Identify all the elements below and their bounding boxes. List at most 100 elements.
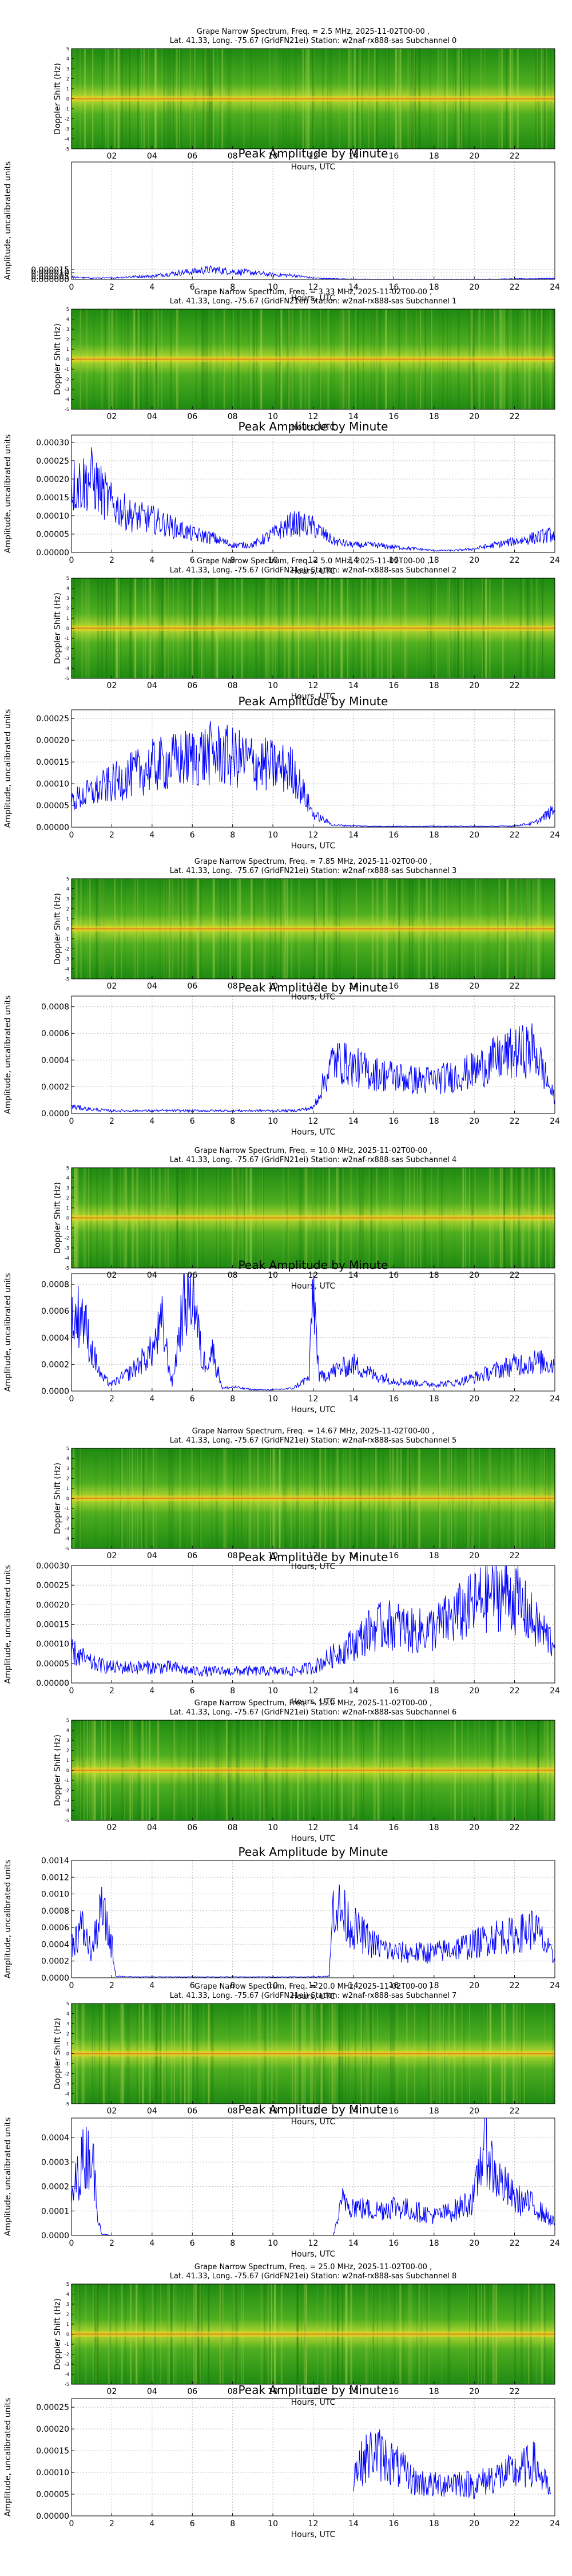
spectrogram-title-line1: Grape Narrow Spectrum, Freq. = 15.0 MHz,… [194, 1699, 432, 1708]
spectrogram-y-tick-label: 3 [66, 327, 69, 332]
spectrogram-y-tick-label: 2 [66, 907, 69, 912]
amplitude-xlabel: Hours, UTC [291, 841, 336, 851]
spectrogram-x-tick-label: 02 [107, 1271, 117, 1280]
amplitude-x-tick-label: 0 [69, 831, 74, 840]
spectrogram-title-line1: Grape Narrow Spectrum, Freq. = 3.33 MHz,… [194, 288, 432, 297]
amplitude-y-tick-label: 0.00010 [36, 1640, 69, 1649]
spectrogram-x-tick-label: 22 [510, 681, 520, 690]
spectrogram-y-tick-label: 3 [66, 2302, 69, 2307]
spectrogram-y-tick-label: 4 [66, 1176, 69, 1181]
amplitude-y-tick-label: 0.0012 [41, 1873, 69, 1882]
amplitude-x-tick-label: 16 [388, 1394, 399, 1404]
spectrogram-title-line1: Grape Narrow Spectrum, Freq. = 10.0 MHz,… [194, 1147, 432, 1155]
amplitude-x-tick-label: 0 [69, 1394, 74, 1404]
amplitude-x-tick-label: 24 [550, 1394, 560, 1404]
amplitude-title: Peak Amplitude by Minute [239, 2383, 388, 2397]
amplitude-y-tick-label: 0.0006 [41, 1307, 69, 1316]
spectrogram-y-tick-label: 5 [66, 2282, 69, 2287]
amplitude-y-tick-label: 0.00000 [36, 2512, 69, 2521]
spectrogram-x-tick-label: 04 [147, 982, 157, 991]
spectrogram-x-tick-label: 02 [107, 982, 117, 991]
spectrogram-x-tick-label: 14 [348, 1551, 359, 1560]
amplitude-x-tick-label: 4 [149, 1117, 154, 1126]
spectrogram-y-tick-label: -3 [65, 1246, 69, 1251]
amplitude-y-tick-label: 0.0000 [41, 1109, 69, 1119]
spectrogram-x-tick-label: 04 [147, 2107, 157, 2116]
spectrogram-x-tick-label: 02 [107, 2387, 117, 2396]
spectrogram-y-tick-label: -5 [65, 676, 69, 681]
amplitude-y-tick-label: 0.00000 [36, 1679, 69, 1688]
spectrogram-y-tick-label: -5 [65, 1266, 69, 1271]
amplitude-x-tick-label: 20 [469, 1686, 479, 1696]
spectrogram-y-tick-label: 1 [66, 1206, 69, 1211]
amplitude-xlabel: Hours, UTC [291, 567, 336, 576]
spectrogram-y-tick-label: 5 [66, 2001, 69, 2006]
amplitude-x-tick-label: 6 [190, 831, 195, 840]
spectrogram-x-tick-label: 10 [268, 1271, 278, 1280]
spectrogram-x-tick-label: 12 [308, 1551, 319, 1560]
spectrogram-x-tick-label: 06 [187, 152, 197, 161]
spectrogram-x-tick-label: 16 [388, 982, 399, 991]
amplitude-x-tick-label: 20 [469, 831, 479, 840]
amplitude-x-tick-label: 12 [308, 556, 319, 565]
spectrogram-x-tick-label: 10 [268, 982, 278, 991]
spectrogram-y-tick-label: 2 [66, 337, 69, 342]
amplitude-x-tick-label: 2 [109, 1394, 114, 1404]
spectrogram-y-tick-label: 1 [66, 1486, 69, 1491]
spectrogram-ylabel: Doppler Shift (Hz) [53, 2018, 62, 2089]
amplitude-x-tick-label: 16 [388, 1686, 399, 1696]
amplitude-x-tick-label: 18 [429, 1686, 439, 1696]
spectrogram-x-tick-label: 08 [228, 1551, 238, 1560]
spectrogram-y-tick-label: -4 [65, 2372, 69, 2377]
spectrogram-title-line2: Lat. 41.33, Long. -75.67 (GridFN21ei) St… [170, 37, 457, 45]
spectrogram-x-tick-label: 06 [187, 1823, 197, 1832]
spectrogram-y-tick-label: -4 [65, 666, 69, 671]
amplitude-y-tick-label: 0.00005 [36, 801, 69, 811]
spectrogram-x-tick-label: 18 [429, 152, 439, 161]
spectrogram-y-tick-label: -3 [65, 656, 69, 661]
spectrogram-y-tick-label: -5 [65, 977, 69, 982]
spectrogram-y-tick-label: -2 [65, 377, 69, 382]
amplitude-y-tick-label: 0.00010 [36, 780, 69, 789]
amplitude-x-tick-label: 20 [469, 283, 479, 292]
spectrogram-y-tick-label: -3 [65, 957, 69, 962]
spectrogram-x-tick-label: 22 [510, 1551, 520, 1560]
spectrogram-y-tick-label: 4 [66, 1728, 69, 1733]
amplitude-title: Peak Amplitude by Minute [239, 1550, 388, 1564]
amplitude-ylabel: Amplitude, uncalibrated units [3, 709, 13, 828]
amplitude-x-tick-label: 0 [69, 1117, 74, 1126]
spectrogram-x-tick-label: 20 [469, 1271, 479, 1280]
spectrogram-x-tick-label: 10 [268, 1551, 278, 1560]
amplitude-series-line [71, 1273, 555, 1391]
amplitude-x-tick-label: 4 [149, 1686, 154, 1696]
spectrogram-x-tick-label: 20 [469, 412, 479, 421]
spectrogram-y-tick-label: -1 [65, 2061, 69, 2067]
amplitude-y-tick-label: 0.00030 [36, 1562, 69, 1571]
spectrogram-x-tick-label: 20 [469, 982, 479, 991]
amplitude-xlabel: Hours, UTC [291, 1405, 336, 1415]
amplitude-y-tick-label: 0.0002 [41, 2183, 69, 2192]
spectrogram-y-tick-label: -1 [65, 367, 69, 372]
spectrogram-x-tick-label: 02 [107, 152, 117, 161]
amplitude-x-tick-label: 10 [268, 283, 278, 292]
amplitude-ylabel: Amplitude, uncalibrated units [3, 1273, 13, 1392]
spectrogram-x-tick-label: 04 [147, 1823, 157, 1832]
spectrogram-x-tick-label: 08 [228, 2387, 238, 2396]
amplitude-x-tick-label: 24 [550, 1686, 560, 1696]
amplitude-y-tick-label: 0.0002 [41, 1957, 69, 1966]
spectrogram-y-tick-label: -1 [65, 1506, 69, 1511]
amplitude-x-tick-label: 14 [348, 2519, 359, 2528]
spectrogram-x-tick-label: 04 [147, 412, 157, 421]
spectrogram-x-tick-label: 06 [187, 1271, 197, 1280]
amplitude-x-tick-label: 0 [69, 2239, 74, 2248]
amplitude-x-tick-label: 18 [429, 2519, 439, 2528]
spectrogram-x-tick-label: 14 [348, 1823, 359, 1832]
amplitude-x-tick-label: 22 [510, 1394, 520, 1404]
amplitude-x-tick-label: 10 [268, 2239, 278, 2248]
amplitude-x-tick-label: 20 [469, 1394, 479, 1404]
amplitude-xlabel: Hours, UTC [291, 2250, 336, 2259]
amplitude-x-tick-label: 18 [429, 283, 439, 292]
